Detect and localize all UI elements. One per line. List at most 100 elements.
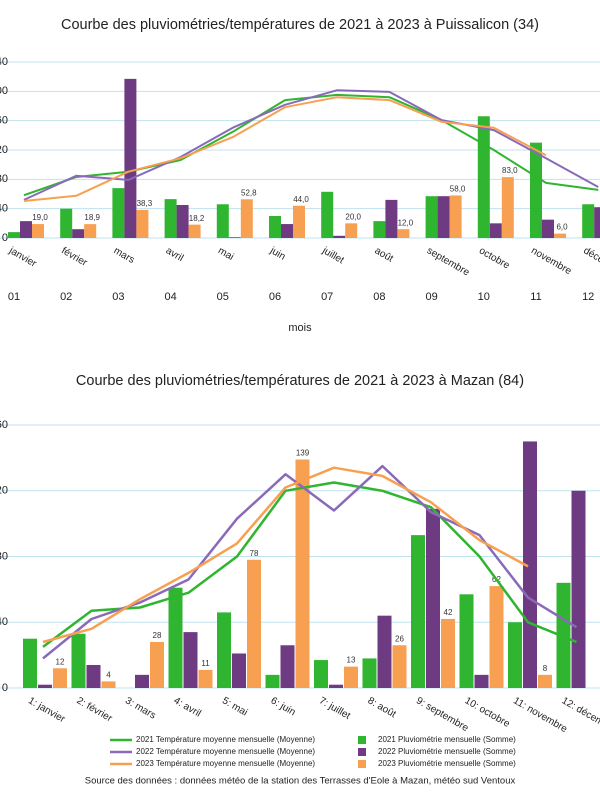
bar	[542, 219, 554, 238]
bar	[385, 199, 398, 238]
bar	[150, 641, 164, 688]
x-code-label: 09	[425, 291, 437, 303]
bar	[571, 490, 586, 688]
chart-title: Courbe des pluviométries/températures de…	[76, 373, 524, 389]
bar	[397, 229, 410, 238]
x-tick-label: 4: avril	[172, 695, 203, 719]
bar	[345, 223, 358, 238]
data-label: 6,0	[556, 223, 568, 232]
data-label: 20,0	[345, 212, 361, 221]
x-tick-label: mai	[216, 245, 235, 263]
bar	[23, 638, 37, 688]
y-tick-label: 120	[0, 485, 8, 497]
bar	[53, 668, 67, 688]
legend-swatch	[358, 736, 366, 744]
x-tick-label: 1: janvier	[26, 695, 67, 725]
legend-label: 2021 Pluviométrie mensuelle (Somme)	[378, 735, 516, 744]
bar	[441, 618, 455, 688]
bar	[459, 594, 474, 688]
bar	[392, 645, 407, 688]
x-tick-label: février	[59, 245, 89, 269]
x-tick-label: 3: mars	[123, 695, 157, 721]
data-label: 83,0	[502, 166, 518, 175]
legend-swatch	[358, 748, 366, 756]
bar	[101, 681, 116, 688]
bar	[477, 116, 490, 238]
line	[23, 89, 599, 201]
data-label: 18,9	[84, 213, 100, 222]
data-label: 4	[106, 671, 111, 680]
bar	[240, 199, 253, 238]
bar	[295, 459, 310, 688]
x-tick-label: 2: février	[75, 695, 115, 724]
bar	[216, 204, 229, 238]
bar	[38, 684, 52, 688]
data-label: 12,0	[398, 218, 414, 227]
x-tick-label: octobre	[477, 245, 512, 271]
data-label: 12	[56, 657, 65, 666]
x-code-label: 05	[217, 291, 229, 303]
x-tick-label: 9: septembre	[414, 695, 470, 734]
bar	[168, 587, 183, 688]
bar	[281, 224, 293, 238]
x-code-label: 07	[321, 291, 333, 303]
x-tick-label: janvier	[6, 245, 38, 270]
legend-label: 2022 Pluviométrie mensuelle (Somme)	[378, 747, 516, 756]
bar	[183, 632, 198, 688]
x-tick-label: 10: octobre	[463, 695, 512, 730]
x-code-label: 01	[8, 291, 20, 303]
x-tick-label: 6: juin	[269, 695, 298, 718]
bar	[188, 224, 201, 238]
data-label: 58,0	[450, 185, 466, 194]
y-tick-label: 160	[0, 115, 8, 127]
x-code-label: 06	[269, 291, 281, 303]
bar	[474, 674, 489, 688]
bar	[164, 199, 177, 238]
data-label: 13	[347, 656, 356, 665]
bar	[426, 508, 440, 688]
x-code-label: 02	[60, 291, 72, 303]
x-tick-label: juin	[267, 245, 287, 263]
data-label: 42	[444, 608, 453, 617]
bar	[265, 674, 280, 688]
x-code-label: 03	[112, 291, 124, 303]
y-tick-label: 0	[2, 232, 8, 244]
bar	[84, 224, 97, 238]
y-tick-label: 200	[0, 85, 8, 97]
x-tick-label: avril	[164, 245, 185, 264]
chart-title: Courbe des pluviométries/températures de…	[61, 17, 539, 33]
bar	[321, 191, 334, 238]
legend-label: 2022 Température moyenne mensuelle (Moye…	[136, 747, 315, 756]
x-tick-label: juillet	[320, 245, 346, 267]
bar	[71, 633, 86, 688]
bar	[449, 195, 462, 238]
legend-label: 2023 Pluviométrie mensuelle (Somme)	[378, 759, 516, 768]
bar	[377, 615, 392, 688]
data-label: 44,0	[293, 195, 309, 204]
x-code-label: 12	[582, 291, 594, 303]
y-tick-label: 80	[0, 550, 8, 562]
x-tick-label: mars	[112, 245, 137, 266]
bar	[198, 669, 213, 688]
bar	[232, 653, 246, 688]
bar	[269, 216, 281, 238]
y-tick-label: 40	[0, 616, 8, 628]
x-tick-label: septembre	[425, 245, 472, 278]
bar	[20, 221, 32, 238]
bar	[280, 645, 295, 688]
bar	[530, 142, 542, 238]
bar	[538, 674, 552, 688]
bar	[135, 674, 149, 688]
x-code-label: 11	[530, 291, 541, 303]
source-note: Source des données : données météo de la…	[85, 776, 516, 787]
bar	[124, 78, 137, 238]
bar	[217, 612, 231, 688]
data-label: 8	[543, 664, 548, 673]
line	[42, 466, 529, 644]
data-label: 38,3	[137, 199, 153, 208]
y-tick-label: 0	[2, 682, 8, 694]
bar	[293, 205, 305, 238]
y-tick-label: 160	[0, 419, 8, 431]
bar	[60, 208, 73, 238]
